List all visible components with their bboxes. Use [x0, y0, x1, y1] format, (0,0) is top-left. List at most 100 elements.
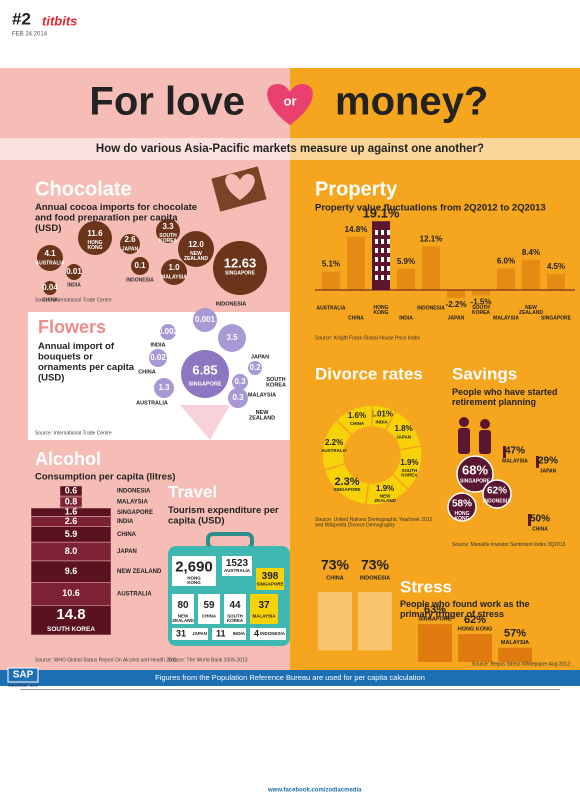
- country-name: SOUTH KOREA: [159, 233, 177, 244]
- brand: titbits: [42, 13, 77, 28]
- source: Source: International Trade Centre: [35, 297, 112, 303]
- country-name: SOUTH KOREA: [266, 377, 286, 389]
- value-label: 19.1%: [363, 206, 400, 221]
- window: [375, 248, 378, 253]
- value-label: 1523: [226, 558, 249, 569]
- country-name: NEW ZEALAND: [172, 614, 194, 624]
- country-name: INDONESIA: [126, 277, 154, 283]
- value-label: 31: [176, 628, 186, 638]
- value-label: 1.3: [158, 383, 170, 392]
- country-name: AUSTRALIA: [136, 400, 168, 406]
- value-label: 2.6: [124, 235, 136, 244]
- value-label: 62%: [464, 614, 486, 626]
- country-name: CHINA: [202, 614, 217, 619]
- value-label: 398: [262, 571, 279, 582]
- country-name: CHINA: [532, 526, 548, 532]
- section-subtitle: People who found work as the primary trig…: [400, 599, 530, 619]
- property-bar: [347, 236, 365, 290]
- value-label: 4.1: [44, 249, 56, 258]
- source: Source: The World Bank 2009-2013: [168, 657, 248, 663]
- value-label: 73%: [361, 557, 390, 573]
- value-label: 0.3: [232, 393, 244, 402]
- gift-heart: [225, 174, 255, 200]
- country-name: JAPAN: [192, 631, 207, 636]
- window: [375, 275, 378, 280]
- value-label: 58%: [452, 499, 472, 510]
- value-label: 10.6: [62, 588, 80, 598]
- cocoa-circle: [161, 259, 187, 285]
- country-name: SINGAPORE: [334, 487, 361, 492]
- value-label: 73%: [321, 557, 350, 573]
- elder-head: [459, 417, 469, 427]
- property-bar: [372, 221, 390, 290]
- country-name: JAPAN: [540, 468, 557, 474]
- window: [381, 239, 384, 244]
- source: Source: Regus Stress Whitepaper Aug 2012: [472, 661, 570, 667]
- country-name: SINGAPORE: [256, 582, 283, 587]
- value-label: 0.01: [66, 267, 82, 276]
- stress-bar: [458, 634, 492, 662]
- money-panel: [290, 68, 580, 670]
- country-name: NEW ZEALAND: [249, 410, 275, 422]
- country-name: JAPAN: [396, 434, 411, 439]
- source: Source: WHO Global Status Report On Alco…: [35, 657, 177, 663]
- footer-rule: [20, 689, 560, 690]
- value-label: 6.85: [192, 362, 217, 377]
- flower-circle: [154, 378, 174, 398]
- country-name: INDIA: [233, 631, 246, 636]
- window: [375, 257, 378, 262]
- section-subtitle: Consumption per capita (litres): [35, 472, 175, 483]
- source: Source: Manulife Investor Sentiment Inde…: [452, 542, 566, 548]
- section-subtitle: Annual cocoa imports for chocolate and fo…: [35, 202, 197, 234]
- value-label: 0.04: [42, 283, 58, 292]
- window: [375, 239, 378, 244]
- value-label: 59: [203, 600, 215, 611]
- footer-note: Figures from the Population Reference Bu…: [155, 673, 425, 682]
- country-name: INDIA: [67, 282, 81, 288]
- issue-number: #2: [12, 9, 31, 28]
- country-name: SINGAPORE: [225, 270, 256, 276]
- title-or: or: [284, 93, 297, 108]
- value-label: 11.6: [87, 229, 103, 238]
- value-label: 37: [258, 600, 270, 611]
- window: [381, 257, 384, 262]
- savings-circle: [447, 492, 477, 522]
- value-label: 0.02: [150, 353, 166, 362]
- divorce-segment: [335, 404, 373, 437]
- country-name: INDONESIA: [483, 498, 511, 504]
- value-label: 1.9%: [400, 458, 418, 467]
- value-label: 80: [177, 600, 189, 611]
- country-name: NEW ZEALAND: [184, 251, 208, 262]
- section-title: Travel: [168, 482, 217, 501]
- cocoa-circle: [37, 245, 63, 271]
- cocoa-circle: [120, 234, 140, 254]
- country-name: INDIA: [117, 519, 134, 525]
- value-label: 44: [229, 600, 241, 611]
- logo-source: SOURCE: SAP: [8, 683, 39, 688]
- country-name: SINGAPORE: [188, 381, 221, 387]
- country-name: AUSTRALIA: [224, 568, 251, 573]
- section-title: Savings: [452, 364, 517, 383]
- title-love: For love: [89, 80, 245, 124]
- country-name: CHINA: [326, 575, 343, 581]
- value-label: 9.6: [65, 566, 78, 576]
- travel-box: [256, 568, 284, 590]
- value-label: 2,690: [175, 558, 213, 575]
- value-label: 12.0: [188, 240, 204, 249]
- country-name: CHINA: [350, 421, 365, 426]
- flower-circle: [181, 350, 229, 398]
- value-label: 0.3: [234, 377, 246, 386]
- section-subtitle: Annual import of bouquets or ornaments per…: [38, 341, 135, 383]
- value-label: 6.0%: [497, 257, 515, 266]
- country-name: SINGAPORE: [541, 315, 572, 321]
- savings-marker: [503, 446, 506, 458]
- travel-box: [212, 628, 246, 640]
- value-label: 0.6: [65, 485, 78, 495]
- elder-body: [458, 428, 470, 454]
- country-name: SOUTH KOREA: [401, 468, 418, 478]
- country-name: NEW ZEALAND: [519, 305, 543, 316]
- country-name: MALAYSIA: [502, 458, 528, 464]
- savings-circle: [482, 479, 512, 509]
- value-label: 57%: [504, 628, 526, 640]
